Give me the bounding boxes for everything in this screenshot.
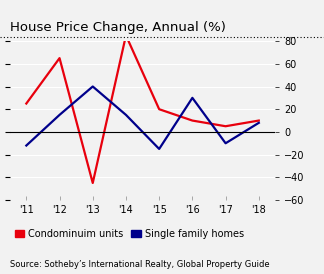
Legend: Condominuim units, Single family homes: Condominuim units, Single family homes <box>15 229 244 239</box>
Text: House Price Change, Annual (%): House Price Change, Annual (%) <box>10 21 226 34</box>
Text: Source: Sotheby’s International Realty, Global Property Guide: Source: Sotheby’s International Realty, … <box>10 259 269 269</box>
